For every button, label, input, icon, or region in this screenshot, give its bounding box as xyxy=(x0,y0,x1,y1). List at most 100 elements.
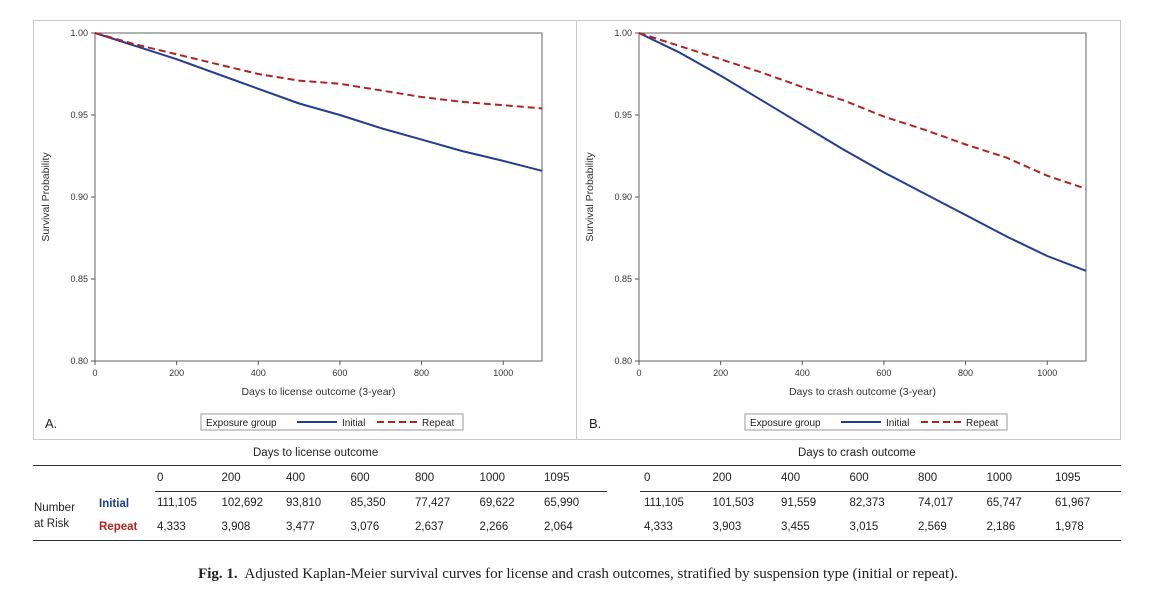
x-tick-label-0: 0 xyxy=(92,368,97,378)
legend-label-initial: Initial xyxy=(342,418,365,429)
crash-day-6: 1095 xyxy=(1055,472,1081,484)
x-tick-label-5: 1000 xyxy=(493,368,513,378)
crash-day-4: 800 xyxy=(918,472,938,484)
y-tick-label-3: 0.95 xyxy=(614,110,632,120)
y-tick-label-4: 1.00 xyxy=(70,28,88,38)
crash-initial-5: 65,747 xyxy=(986,497,1022,509)
license-repeat-1: 3,908 xyxy=(221,521,251,533)
figure-caption: Fig. 1. Adjusted Kaplan-Meier survival c… xyxy=(0,566,1156,583)
x-tick-label-3: 600 xyxy=(876,368,891,378)
legend-title: Exposure group xyxy=(206,418,277,429)
crash-initial-3: 82,373 xyxy=(849,497,885,509)
license-header-rule xyxy=(155,491,607,492)
y-tick-label-2: 0.90 xyxy=(614,192,632,202)
crash-repeat-4: 2,569 xyxy=(918,521,947,533)
row-title-at-risk: at Risk xyxy=(34,518,70,530)
license-initial-6: 65,990 xyxy=(544,497,580,509)
legend-label-repeat: Repeat xyxy=(422,418,454,429)
license-repeat-5: 2,266 xyxy=(479,521,509,533)
y-axis-label: Survival Probability xyxy=(584,152,596,242)
caption-label: Fig. 1. xyxy=(198,566,238,582)
table-bottom-rule xyxy=(33,540,1121,541)
charts-frame xyxy=(33,20,1121,440)
charts-divider xyxy=(576,20,577,440)
license-initial-4: 77,427 xyxy=(415,497,451,509)
crash-day-5: 1000 xyxy=(986,472,1013,484)
crash-repeat-0: 4,333 xyxy=(644,521,673,533)
license-repeat-2: 3,477 xyxy=(286,521,315,533)
crash-initial-0: 111,105 xyxy=(644,497,684,509)
x-tick-label-3: 600 xyxy=(332,368,347,378)
crash-repeat-3: 3,015 xyxy=(849,521,879,533)
license-repeat-0: 4,333 xyxy=(157,521,186,533)
license-repeat-6: 2,064 xyxy=(544,521,573,533)
license-initial-0: 111,105 xyxy=(157,497,197,509)
plot-area xyxy=(638,32,1087,362)
legend-label-initial: Initial xyxy=(886,418,909,429)
crash-header-rule xyxy=(640,491,1121,492)
chart-b: 0.80 0.85 0.90 0.95 1.00 0 200 400 600 800 1000 Day… xyxy=(584,28,1087,431)
crash-day-2: 400 xyxy=(781,472,801,484)
legend-title: Exposure group xyxy=(750,418,821,429)
x-tick-label-2: 400 xyxy=(251,368,266,378)
x-axis-label: Days to license outcome (3-year) xyxy=(241,386,395,398)
number-at-risk-table: Number at Risk Initial Repeat Days to licens… xyxy=(33,443,1121,543)
license-initial-2: 93,810 xyxy=(286,497,322,509)
y-tick-label-1: 0.85 xyxy=(70,274,88,284)
chart-a: 0.80 0.85 0.90 0.95 1.00 0 200 400 600 800 1000 Day… xyxy=(40,28,543,431)
crash-initial-1: 101,503 xyxy=(712,497,755,509)
crash-initial-2: 91,559 xyxy=(781,497,817,509)
x-tick-label-4: 800 xyxy=(414,368,429,378)
panel-letter: A. xyxy=(45,416,57,431)
y-tick-label-0: 0.80 xyxy=(70,356,88,366)
crash-day-1: 200 xyxy=(712,472,732,484)
caption-text: Adjusted Kaplan-Meier survival curves fo… xyxy=(244,566,958,582)
series-repeat-line xyxy=(638,32,1087,190)
table-top-rule xyxy=(33,465,1121,466)
crash-repeat-2: 3,455 xyxy=(781,521,810,533)
row-label-repeat: Repeat xyxy=(99,521,138,533)
y-tick-label-4: 1.00 xyxy=(614,28,632,38)
x-tick-label-0: 0 xyxy=(636,368,641,378)
license-day-4: 800 xyxy=(415,472,435,484)
series-initial-line xyxy=(638,32,1087,272)
x-tick-label-1: 200 xyxy=(713,368,728,378)
license-repeat-3: 3,076 xyxy=(350,521,380,533)
x-tick-label-2: 400 xyxy=(795,368,810,378)
crash-repeat-5: 2,186 xyxy=(986,521,1016,533)
row-label-initial: Initial xyxy=(99,498,130,510)
x-tick-label-1: 200 xyxy=(169,368,184,378)
y-tick-label-0: 0.80 xyxy=(614,356,632,366)
license-initial-3: 85,350 xyxy=(350,497,386,509)
crash-day-3: 600 xyxy=(849,472,869,484)
series-repeat-line xyxy=(94,32,543,110)
x-axis-label: Days to crash outcome (3-year) xyxy=(789,386,936,398)
license-repeat-4: 2,637 xyxy=(415,521,444,533)
legend-label-repeat: Repeat xyxy=(966,418,998,429)
y-tick-label-1: 0.85 xyxy=(614,274,632,284)
row-title-number: Number xyxy=(34,502,75,514)
license-day-1: 200 xyxy=(221,472,241,484)
plot-area xyxy=(94,32,543,362)
x-tick-label-5: 1000 xyxy=(1037,368,1057,378)
license-day-6: 1095 xyxy=(544,472,570,484)
crash-initial-6: 61,967 xyxy=(1055,497,1091,509)
x-tick-label-4: 800 xyxy=(958,368,973,378)
series-initial-line xyxy=(94,32,543,172)
y-tick-label-3: 0.95 xyxy=(70,110,88,120)
crash-repeat-1: 3,903 xyxy=(712,521,742,533)
license-table-title: Days to license outcome xyxy=(253,447,379,459)
license-initial-5: 69,622 xyxy=(479,497,515,509)
license-day-2: 400 xyxy=(286,472,306,484)
license-day-5: 1000 xyxy=(479,472,506,484)
license-day-0: 0 xyxy=(157,472,164,484)
crash-initial-4: 74,017 xyxy=(918,497,954,509)
crash-day-0: 0 xyxy=(644,472,651,484)
license-day-3: 600 xyxy=(350,472,370,484)
crash-repeat-6: 1,978 xyxy=(1055,521,1084,533)
y-tick-label-2: 0.90 xyxy=(70,192,88,202)
license-initial-1: 102,692 xyxy=(221,497,264,509)
y-axis-label: Survival Probability xyxy=(40,152,52,242)
panel-letter: B. xyxy=(589,416,601,431)
crash-table-title: Days to crash outcome xyxy=(798,447,916,459)
